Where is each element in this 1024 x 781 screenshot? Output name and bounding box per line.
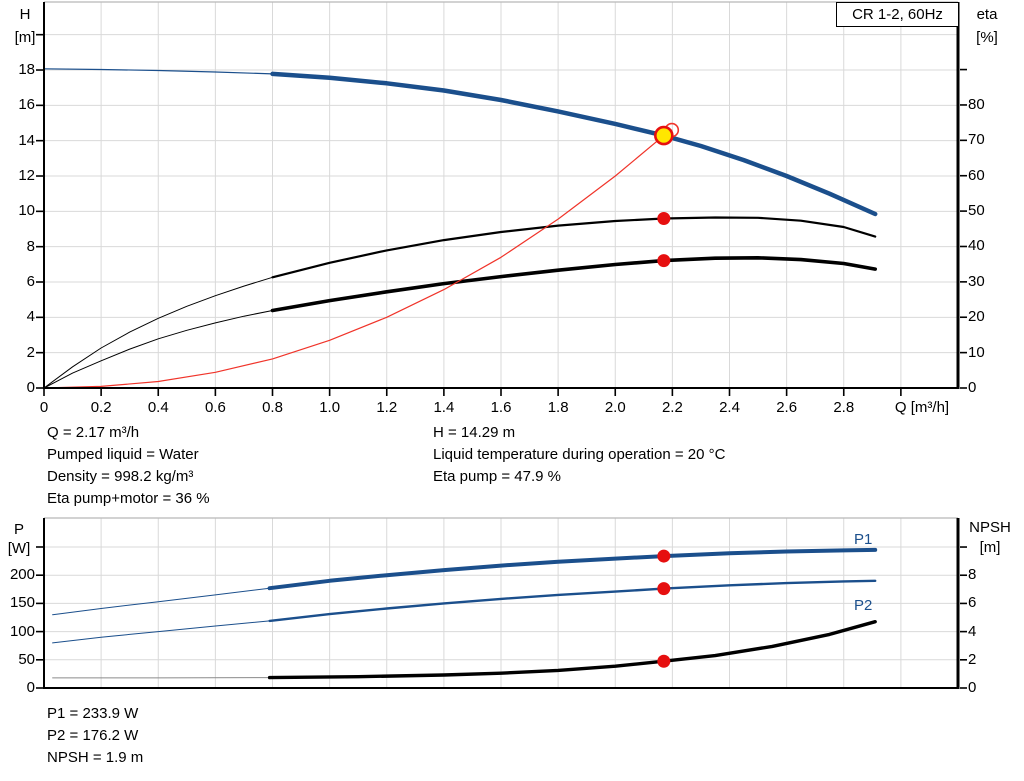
info-p2: P2 = 176.2 W <box>47 727 139 744</box>
left-axis-tick-label: 4 <box>26 308 35 326</box>
right-axis-tick-label: 50 <box>968 202 985 220</box>
eta-axis-title: eta [%] <box>966 3 1008 49</box>
right-axis-tick-label: 10 <box>968 343 985 361</box>
right-axis-tick-label: 20 <box>968 308 985 326</box>
p2-curve-label: P2 <box>854 597 873 614</box>
p2-curve-extended <box>52 620 271 644</box>
x-axis-tick-label: 2.2 <box>661 399 683 416</box>
x-axis-tick-label: 1.0 <box>319 399 341 416</box>
x-axis-tick-label: 1.6 <box>490 399 512 416</box>
x-axis-tick-label: 0.6 <box>204 399 226 416</box>
info-npsh: NPSH = 1.9 m <box>47 749 144 766</box>
left-axis-tick-label: 18 <box>18 61 35 78</box>
h-axis-title: H [m] <box>10 3 40 49</box>
x-axis-tick-label: 0 <box>39 399 49 416</box>
x-axis-tick-label: 1.8 <box>547 399 569 416</box>
left-axis-tick-label: 12 <box>18 167 35 184</box>
duty-info-right: H = 14.29 m Liquid temperature during op… <box>433 422 725 488</box>
left-axis-tick-label: 6 <box>26 273 35 290</box>
product-label: CR 1-2, 60Hz <box>852 6 943 23</box>
system-curve <box>43 129 673 389</box>
head-efficiency-chart <box>36 1 967 396</box>
info-eta-pump-motor: Eta pump+motor = 36 % <box>47 490 210 507</box>
right-axis-tick-label: 2 <box>968 650 977 668</box>
p2-point <box>657 582 671 596</box>
right-axis-tick-label: 0 <box>968 679 977 696</box>
left-axis-tick-label: 10 <box>18 202 35 220</box>
p2-curve <box>268 579 877 623</box>
h-axis-title-line1: H <box>19 6 31 23</box>
duty-point[interactable] <box>654 125 674 146</box>
left-axis-tick-label: 200 <box>9 566 35 584</box>
x-axis-tick-label: 2.8 <box>833 399 855 416</box>
eta-pump-motor-curve <box>270 255 878 313</box>
p1-curve-label: P1 <box>854 531 873 548</box>
info-density: Density = 998.2 kg/m³ <box>47 468 194 485</box>
left-axis-tick-label: 100 <box>9 622 35 640</box>
left-axis-tick-label: 14 <box>18 131 35 149</box>
eta-axis-title-line2: [%] <box>976 29 998 46</box>
npsh-point <box>657 654 671 668</box>
x-axis-tick-label: 2.4 <box>719 399 740 416</box>
right-axis-tick-label: 40 <box>968 237 985 255</box>
p1-curve-extended <box>52 587 271 616</box>
left-axis-tick-label: 8 <box>26 237 35 255</box>
left-axis-tick-label: 0 <box>26 379 35 396</box>
x-axis-tick-label: 0.8 <box>262 399 283 416</box>
h-curve <box>270 71 878 217</box>
right-axis-tick-label: 80 <box>968 95 985 113</box>
eta-pump-curve-extended <box>43 276 273 389</box>
info-flow: Q = 2.17 m³/h <box>47 424 140 441</box>
p-axis-title-line2: [W] <box>7 540 31 557</box>
p-axis-title-line1: P <box>13 521 24 538</box>
npsh-axis-title-line1: NPSH <box>969 519 1011 536</box>
right-axis-tick-label: 30 <box>968 272 985 290</box>
product-label-box: CR 1-2, 60Hz <box>836 2 959 27</box>
info-p1: P1 = 233.9 W <box>47 705 139 722</box>
eta-pump-curve <box>271 216 877 279</box>
q-axis-title: Q [m³/h] <box>894 399 950 416</box>
info-head: H = 14.29 m <box>433 424 516 441</box>
x-axis-tick-label: 0.2 <box>90 399 112 416</box>
p1-point <box>657 549 671 563</box>
info-liquid-temperature: Liquid temperature during operation = 20… <box>433 446 726 463</box>
info-eta-pump: Eta pump = 47.9 % <box>433 468 561 485</box>
eta-axis-title-line1: eta <box>976 6 998 23</box>
right-axis-tick-label: 0 <box>968 379 977 396</box>
right-axis-tick-label: 60 <box>968 166 985 184</box>
left-axis-tick-label: 50 <box>18 650 35 668</box>
right-axis-tick-label: 70 <box>968 131 985 149</box>
x-axis-tick-label: 1.4 <box>433 399 455 416</box>
eta-pump-point <box>657 212 671 226</box>
npsh-axis-title-line2: [m] <box>979 539 1001 556</box>
duty-info-left: Q = 2.17 m³/h Pumped liquid = Water Dens… <box>47 422 210 510</box>
power-info: P1 = 233.9 W P2 = 176.2 W NPSH = 1.9 m <box>47 703 143 769</box>
left-axis-tick-label: 16 <box>18 96 35 114</box>
right-axis-tick-label: 6 <box>968 594 977 612</box>
x-axis-tick-label: 0.4 <box>147 399 169 416</box>
x-axis-tick-label: 1.2 <box>376 399 398 416</box>
info-pumped-liquid: Pumped liquid = Water <box>47 446 199 463</box>
h-axis-title-line2: [m] <box>14 29 36 46</box>
h-curve-extended <box>43 68 274 75</box>
npsh-curve <box>267 619 877 680</box>
x-axis-tick-label: 2.0 <box>604 399 626 416</box>
p1-curve <box>267 547 878 591</box>
left-axis-tick-label: 0 <box>26 679 35 696</box>
npsh-axis-title: NPSH [m] <box>962 518 1018 558</box>
left-axis-tick-label: 150 <box>9 594 35 612</box>
right-axis-tick-label: 8 <box>968 566 977 584</box>
power-npsh-chart <box>36 517 967 689</box>
p-axis-title: P [W] <box>2 520 36 558</box>
x-axis-tick-label: 2.6 <box>776 399 798 416</box>
left-axis-tick-label: 2 <box>26 343 35 361</box>
eta-pump-motor-curve-extended <box>43 310 273 389</box>
eta-pump-motor-point <box>657 254 671 268</box>
right-axis-tick-label: 4 <box>968 622 977 640</box>
